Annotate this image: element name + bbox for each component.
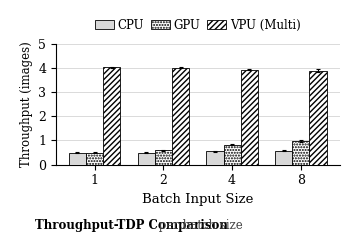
Bar [292, 141, 309, 165]
X-axis label: Batch Input Size: Batch Input Size [142, 193, 253, 206]
Bar [155, 150, 172, 165]
Bar [309, 71, 327, 165]
Bar [241, 70, 258, 165]
Bar [103, 67, 120, 165]
Bar [69, 153, 86, 165]
Bar [138, 153, 155, 165]
Bar [224, 145, 241, 165]
Y-axis label: Throughput (images): Throughput (images) [20, 41, 33, 167]
Bar [275, 151, 292, 165]
Text: Throughput-TDP Comparison: Throughput-TDP Comparison [35, 219, 228, 232]
Bar [86, 153, 103, 165]
Bar [206, 151, 224, 165]
Legend: CPU, GPU, VPU (Multi): CPU, GPU, VPU (Multi) [90, 14, 305, 37]
Text: per batch size: per batch size [35, 219, 243, 232]
Bar [172, 68, 189, 165]
